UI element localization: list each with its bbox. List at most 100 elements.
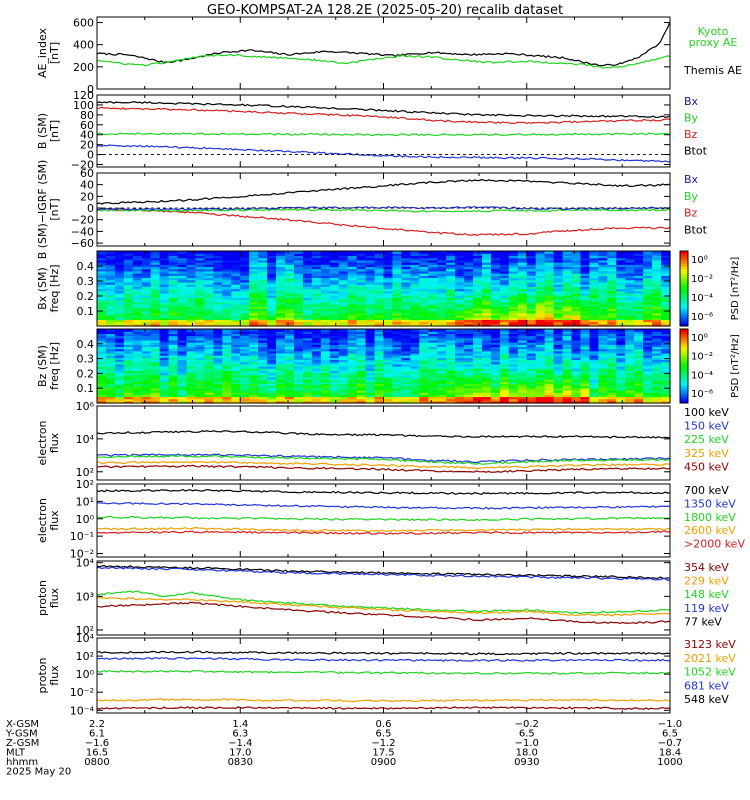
spectrogram-cell <box>177 352 188 356</box>
spectrogram-cell <box>410 352 420 356</box>
spectrogram-cell <box>652 376 662 380</box>
spectrogram-cell <box>195 299 206 303</box>
spectrogram-cell <box>365 253 376 257</box>
spectrogram-cell <box>401 372 411 376</box>
spectrogram-cell <box>258 257 268 261</box>
spectrogram-cell <box>311 350 322 354</box>
spectrogram-cell <box>643 264 653 268</box>
spectrogram-cell <box>544 361 555 365</box>
spectrogram-cell <box>141 339 152 343</box>
spectrogram-cell <box>123 266 134 270</box>
spectrogram-cell <box>589 323 599 327</box>
spectrogram-cell <box>625 255 635 259</box>
spectrogram-cell <box>141 374 152 378</box>
spectrogram-cell <box>392 303 402 307</box>
spectrogram-cell <box>168 359 179 363</box>
spectrogram-cell <box>571 339 582 343</box>
spectrogram-cell <box>464 275 474 279</box>
spectrogram-cell <box>276 352 286 356</box>
spectrogram-cell <box>625 379 635 382</box>
spectrogram-cell <box>356 319 367 323</box>
spectrogram-cell <box>132 372 143 376</box>
spectrogram-cell <box>329 292 340 296</box>
spectrogram-cell <box>150 277 161 281</box>
spectrogram-cell <box>105 359 116 363</box>
spectrogram-cell <box>544 314 555 318</box>
spectrogram-cell <box>544 262 555 265</box>
spectrogram-cell <box>464 262 474 265</box>
spectrogram-cell <box>114 372 125 376</box>
spectrogram-cell <box>473 333 483 337</box>
spectrogram-cell <box>553 385 564 389</box>
spectrogram-cell <box>177 359 188 363</box>
spectrogram-cell <box>661 337 671 341</box>
y-tick-label: 20 <box>80 139 94 152</box>
spectrogram-cell <box>580 398 591 402</box>
spectrogram-cell <box>473 346 483 350</box>
spectrogram-cell <box>607 299 617 303</box>
spectrogram-cell <box>401 389 411 393</box>
spectrogram-cell <box>213 394 223 398</box>
spectrogram-cell <box>132 292 143 296</box>
spectrogram-cell <box>374 363 385 367</box>
spectrogram-cell <box>123 253 134 257</box>
spectrogram-cell <box>410 374 420 378</box>
spectrogram-cell <box>347 350 358 354</box>
spectrogram-cell <box>329 389 340 393</box>
spectrogram-cell <box>293 255 304 259</box>
spectrogram-cell <box>428 251 438 254</box>
spectrogram-cell <box>177 348 188 352</box>
spectrogram-cell <box>258 275 268 279</box>
spectrogram-cell <box>428 357 438 361</box>
spectrogram-cell <box>571 257 582 261</box>
spectrogram-cell <box>177 292 188 296</box>
colorbar-cell <box>680 321 688 324</box>
spectrogram-cell <box>168 297 179 301</box>
spectrogram-cell <box>356 392 367 395</box>
spectrogram-cell <box>177 376 188 380</box>
spectrogram-cell <box>517 357 528 361</box>
spectrogram-cell <box>410 257 420 261</box>
spectrogram-cell <box>97 317 107 320</box>
spectrogram-cell <box>150 376 161 380</box>
spectrogram-cell <box>616 392 626 395</box>
spectrogram-cell <box>302 323 313 327</box>
spectrogram-cell <box>607 372 617 376</box>
spectrogram-cell <box>401 321 411 325</box>
spectrogram-cell <box>607 259 617 263</box>
spectrogram-cell <box>643 350 653 354</box>
spectrogram-cell <box>302 357 313 361</box>
spectrogram-cell <box>643 355 653 358</box>
spectrogram-cell <box>213 255 223 259</box>
spectrogram-cell <box>616 350 626 354</box>
y-axis-label: freq [Hz] <box>48 342 61 390</box>
spectrogram-cell <box>383 361 394 365</box>
spectrogram-cell <box>105 303 116 307</box>
spectrogram-cell <box>508 366 519 369</box>
spectrogram-cell <box>481 331 492 334</box>
spectrogram-cell <box>499 333 510 337</box>
spectrogram-cell <box>204 398 214 402</box>
spectrogram-cell <box>392 346 402 350</box>
spectrogram-cell <box>607 400 617 404</box>
spectrogram-cell <box>168 277 179 281</box>
y-axis-label: [nT] <box>48 120 61 142</box>
spectrogram-cell <box>186 295 197 298</box>
spectrogram-cell <box>661 259 671 263</box>
spectrogram-cell <box>204 259 214 263</box>
spectrogram-cell <box>499 361 510 365</box>
spectrogram-cell <box>625 383 635 387</box>
spectrogram-cell <box>437 389 447 393</box>
spectrogram-cell <box>446 359 456 363</box>
spectrogram-cell <box>302 319 313 323</box>
spectrogram-cell <box>374 259 385 263</box>
spectrogram-cell <box>267 350 277 354</box>
footer-value: −0.7 <box>658 738 682 749</box>
spectrogram-cell <box>634 266 644 270</box>
spectrogram-cell <box>195 339 206 343</box>
spectrogram-cell <box>293 348 304 352</box>
spectrogram-cell <box>293 290 304 294</box>
spectrogram-cell <box>356 342 367 345</box>
spectrogram-cell <box>293 288 304 292</box>
spectrogram-cell <box>634 368 644 371</box>
